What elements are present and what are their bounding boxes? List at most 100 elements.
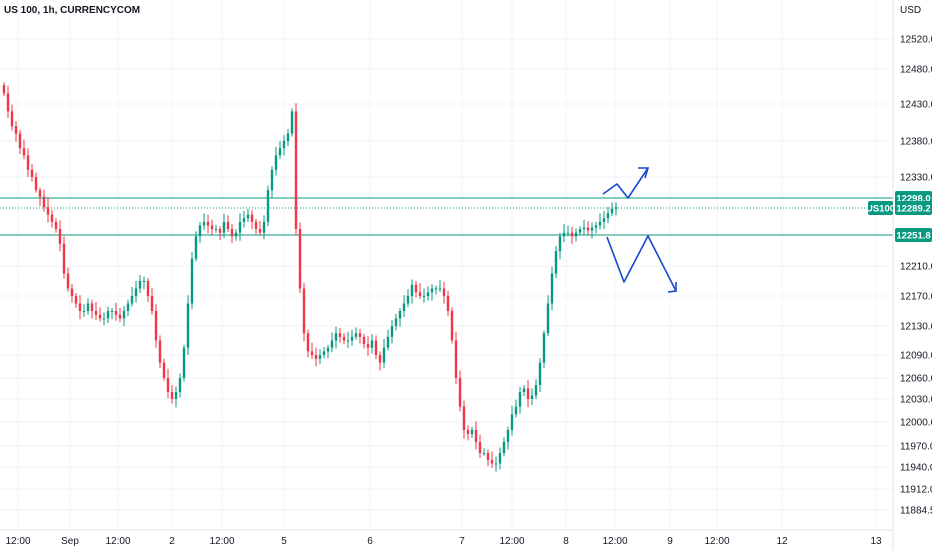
price-tick-label: 12520.0 <box>900 35 932 46</box>
candle-body <box>510 414 514 430</box>
candle-body <box>418 292 422 296</box>
candle-body <box>186 303 190 348</box>
arrowhead-up <box>638 167 650 179</box>
candle-body <box>238 221 242 233</box>
candle-body <box>6 93 10 112</box>
candle-body <box>334 333 338 341</box>
time-axis[interactable]: 12:00 Sep 12:00 2 12:00 5 6 7 12:00 8 12:00 9 12:00 1… <box>5 536 882 547</box>
candle-body <box>34 177 38 191</box>
candle-body <box>130 296 134 304</box>
candle-body <box>414 284 418 293</box>
price-tick-label: 11940.0 <box>900 463 932 474</box>
candle-body <box>142 281 146 282</box>
candle-body <box>146 281 150 296</box>
candle-body <box>182 347 186 378</box>
candle-body <box>298 229 302 289</box>
candle-body <box>206 221 210 226</box>
candle-body <box>466 430 470 434</box>
candle-body <box>394 318 398 326</box>
candle-body <box>306 333 310 352</box>
candle-body <box>94 311 98 315</box>
candle-body <box>370 340 374 348</box>
candle-body <box>498 453 502 464</box>
candle-body <box>98 314 102 319</box>
time-tick-label: 12:00 <box>602 536 627 547</box>
price-tick-label: 12480.0 <box>900 65 932 76</box>
time-tick-label: 12:00 <box>105 536 130 547</box>
time-tick-label: 8 <box>563 536 569 547</box>
candle-body <box>54 221 58 230</box>
candle-body <box>542 333 546 363</box>
price-tick-label: 12090.0 <box>900 351 932 362</box>
time-tick-label: 5 <box>281 536 287 547</box>
price-tick-label: 11884.5 <box>900 506 932 517</box>
bullish-path-arrow[interactable] <box>602 167 649 199</box>
candle-body <box>582 227 586 230</box>
candle-body <box>390 326 394 337</box>
arrowhead-down <box>667 282 677 293</box>
candle-body <box>258 229 262 233</box>
candle-body <box>506 430 510 442</box>
candle-body <box>242 218 246 222</box>
drawing-arrows[interactable] <box>602 167 677 293</box>
bearish-path-arrow[interactable] <box>606 235 677 292</box>
candle-body <box>78 303 82 311</box>
candle-body <box>178 378 182 392</box>
candle-body <box>254 221 258 230</box>
candle-body <box>194 236 198 259</box>
candle-body <box>30 169 34 177</box>
candle-body <box>486 453 490 460</box>
candle-body <box>610 208 614 214</box>
candle-body <box>230 229 234 237</box>
horizontal-levels[interactable] <box>0 197 893 236</box>
candle-body <box>226 221 230 230</box>
price-tick-label: 12000.0 <box>900 418 932 429</box>
candle-body <box>246 214 250 219</box>
candle-body <box>354 333 358 337</box>
candle-body <box>210 225 214 230</box>
candle-body <box>74 296 78 304</box>
candle-body <box>494 463 498 465</box>
candles <box>2 82 618 472</box>
candle-body <box>134 288 138 296</box>
candle-body <box>318 355 322 359</box>
candle-body <box>282 141 286 149</box>
candle-body <box>58 229 62 244</box>
candle-body <box>522 388 526 392</box>
candle-body <box>374 340 378 355</box>
time-tick-label: 13 <box>870 536 882 547</box>
candle-body <box>198 225 202 237</box>
candle-body <box>310 351 314 355</box>
candle-body <box>62 243 66 274</box>
candle-body <box>606 213 610 219</box>
level-price-tag <box>895 228 932 242</box>
candle-body <box>398 311 402 319</box>
candle-body <box>122 311 126 319</box>
candle-body <box>462 406 466 430</box>
candle-body <box>434 288 438 290</box>
candle-body <box>150 296 154 311</box>
price-tick-label: 12170.0 <box>900 292 932 303</box>
candle-body <box>38 190 42 197</box>
candle-body <box>378 355 382 363</box>
time-tick-label: 12 <box>776 536 788 547</box>
candle-body <box>262 221 266 233</box>
candle-body <box>154 311 158 341</box>
candle-body <box>190 258 194 304</box>
candle-body <box>26 155 30 170</box>
candle-body <box>514 406 518 415</box>
candle-body <box>174 392 178 399</box>
candle-body <box>490 460 494 464</box>
price-tick-label: 11970.0 <box>900 442 932 453</box>
candle-body <box>454 340 458 378</box>
price-axis[interactable]: USD 12520.0 12480.0 12430.0 12380.0 12330.0 1… <box>900 5 932 517</box>
candle-body <box>550 273 554 304</box>
candle-body <box>590 227 594 231</box>
currency-label: USD <box>900 5 921 16</box>
candle-body <box>14 126 18 134</box>
candle-body <box>362 336 366 345</box>
price-tick-label: 12380.0 <box>900 137 932 148</box>
candle-body <box>42 196 46 208</box>
candle-body <box>110 311 114 312</box>
